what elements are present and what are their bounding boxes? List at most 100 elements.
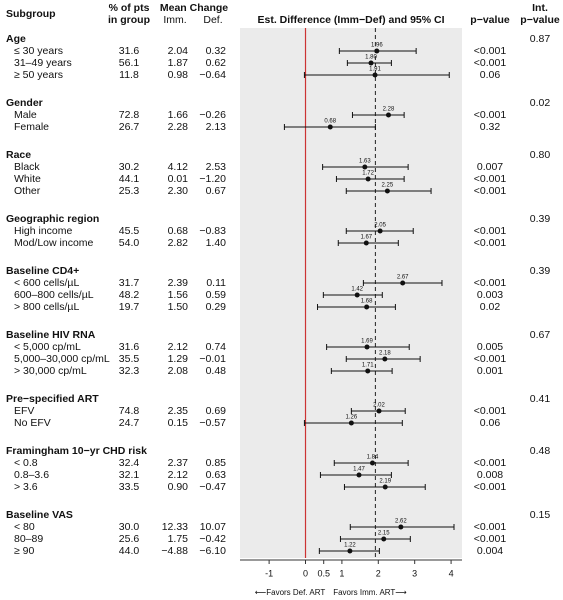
estimate-point	[354, 292, 360, 298]
imm: 0.98	[168, 69, 189, 81]
pct: 19.7	[119, 301, 140, 313]
p-value: 0.32	[480, 121, 501, 133]
row-label: > 3.6	[14, 481, 38, 493]
header-subgroup: Subgroup	[6, 8, 56, 20]
estimate-label: 1.71	[362, 363, 374, 369]
def: 0.11	[206, 277, 226, 289]
def: 0.63	[206, 469, 227, 481]
p-value: <0.001	[474, 225, 507, 237]
estimate-point	[376, 408, 382, 414]
annotation-right: Favors Imm. ART⟶	[333, 588, 407, 597]
p-value: <0.001	[474, 57, 507, 69]
pct: 35.5	[119, 353, 140, 365]
header-int-p: p−value	[520, 14, 560, 26]
pct: 31.6	[119, 45, 140, 57]
imm: 2.37	[168, 457, 189, 469]
estimate-point	[365, 368, 371, 374]
estimate-label: 1.42	[351, 287, 363, 293]
row-label: 31–49 years	[14, 57, 72, 69]
p-value: 0.001	[477, 365, 503, 377]
row-label: Female	[14, 121, 49, 133]
p-value: <0.001	[474, 237, 507, 249]
estimate-label: 0.68	[324, 119, 336, 125]
estimate-point	[374, 48, 380, 54]
imm: −4.88	[161, 545, 188, 557]
row-label: No EFV	[14, 417, 51, 429]
pct: 48.2	[119, 289, 140, 301]
imm: 2.04	[168, 45, 189, 57]
row-label: < 80	[14, 521, 35, 533]
group-name: Race	[6, 149, 31, 161]
header-imm: Imm.	[163, 14, 186, 26]
imm: 4.12	[168, 161, 189, 173]
estimate-point	[347, 548, 353, 554]
estimate-point	[372, 72, 378, 78]
estimate-point	[381, 536, 387, 542]
header-def: Def.	[203, 14, 222, 26]
pct: 11.8	[119, 69, 139, 81]
pct: 25.6	[119, 533, 140, 545]
row-label: High income	[14, 225, 73, 237]
group-name: Baseline HIV RNA	[6, 329, 96, 341]
estimate-label: 1.96	[371, 43, 383, 49]
def: 10.07	[200, 521, 226, 533]
x-tick-label: 2	[376, 568, 381, 578]
int-p-value: 0.39	[530, 213, 551, 225]
imm: 1.66	[168, 109, 189, 121]
p-value: <0.001	[474, 173, 507, 185]
pct: 74.8	[119, 405, 140, 417]
estimate-point	[356, 472, 362, 478]
x-tick-label: 3	[412, 568, 417, 578]
def: −6.10	[199, 545, 226, 557]
imm: 2.28	[168, 121, 189, 133]
group-name: Gender	[6, 97, 43, 109]
int-p-value: 0.87	[530, 33, 551, 45]
int-p-value: 0.48	[530, 445, 551, 457]
imm: 0.68	[168, 225, 189, 237]
row-label: 0.8–3.6	[14, 469, 49, 481]
def: 1.40	[206, 237, 227, 249]
pct: 45.5	[119, 225, 140, 237]
def: 0.48	[206, 365, 227, 377]
imm: 2.12	[168, 469, 189, 481]
estimate-label: 2.19	[379, 479, 391, 485]
estimate-point	[364, 304, 370, 310]
estimate-label: 2.25	[382, 183, 394, 189]
header-pct: in group	[108, 14, 150, 26]
imm: 2.12	[168, 341, 189, 353]
def: 0.74	[206, 341, 227, 353]
estimate-point	[400, 280, 406, 286]
p-value: 0.007	[477, 161, 503, 173]
p-value: <0.001	[474, 353, 507, 365]
imm: 1.50	[168, 301, 189, 313]
imm: 2.30	[168, 185, 189, 197]
estimate-point	[364, 344, 370, 350]
pct: 26.7	[119, 121, 140, 133]
imm: 1.56	[168, 289, 189, 301]
imm: 0.15	[168, 417, 189, 429]
estimate-point	[368, 60, 374, 66]
int-p-value: 0.80	[530, 149, 551, 161]
imm: 1.75	[168, 533, 189, 545]
x-tick-label: 4	[449, 568, 454, 578]
header-plot: Est. Difference (Imm−Def) and 95% CI	[257, 14, 444, 26]
imm: 2.35	[168, 405, 189, 417]
imm: 1.29	[168, 353, 189, 365]
row-label: White	[14, 173, 41, 185]
estimate-point	[369, 460, 375, 466]
estimate-label: 1.68	[361, 299, 373, 305]
group-name: Geographic region	[6, 213, 99, 225]
header-int-p: Int.	[532, 2, 548, 14]
p-value: <0.001	[474, 109, 507, 121]
pct: 54.0	[119, 237, 140, 249]
row-label: 5,000–30,000 cp/mL	[14, 353, 110, 365]
def: 0.32	[206, 45, 227, 57]
x-tick-label: 0	[303, 568, 308, 578]
p-value: 0.06	[480, 69, 501, 81]
def: −0.83	[199, 225, 226, 237]
header-p: p−value	[470, 14, 510, 26]
row-label: < 0.8	[14, 457, 38, 469]
estimate-label: 2.05	[374, 223, 386, 229]
estimate-label: 1.47	[353, 467, 365, 473]
